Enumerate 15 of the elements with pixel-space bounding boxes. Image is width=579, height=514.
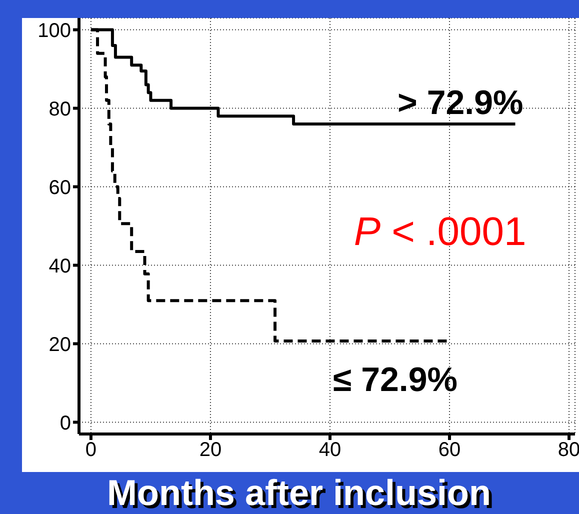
x-tick-label: 80 [558, 439, 579, 462]
x-tick-label: 60 [438, 439, 461, 462]
series-label: > 72.9% [398, 84, 524, 122]
y-tick-label: 20 [48, 334, 71, 356]
y-tick-label: 80 [48, 98, 71, 120]
x-tick-label: 20 [199, 439, 222, 462]
y-tick-label: 0 [60, 412, 71, 434]
y-tick-label: 100 [38, 20, 71, 42]
y-tick-label: 40 [48, 255, 71, 278]
x-tick-label: 0 [85, 439, 97, 462]
x-tick-label: 40 [318, 439, 342, 462]
y-tick-label: 60 [48, 176, 71, 199]
series-label: ≤ 72.9% [332, 360, 458, 399]
x-axis-title: Months after inclusion [106, 472, 492, 513]
annotation: P < .0001 [354, 210, 526, 254]
